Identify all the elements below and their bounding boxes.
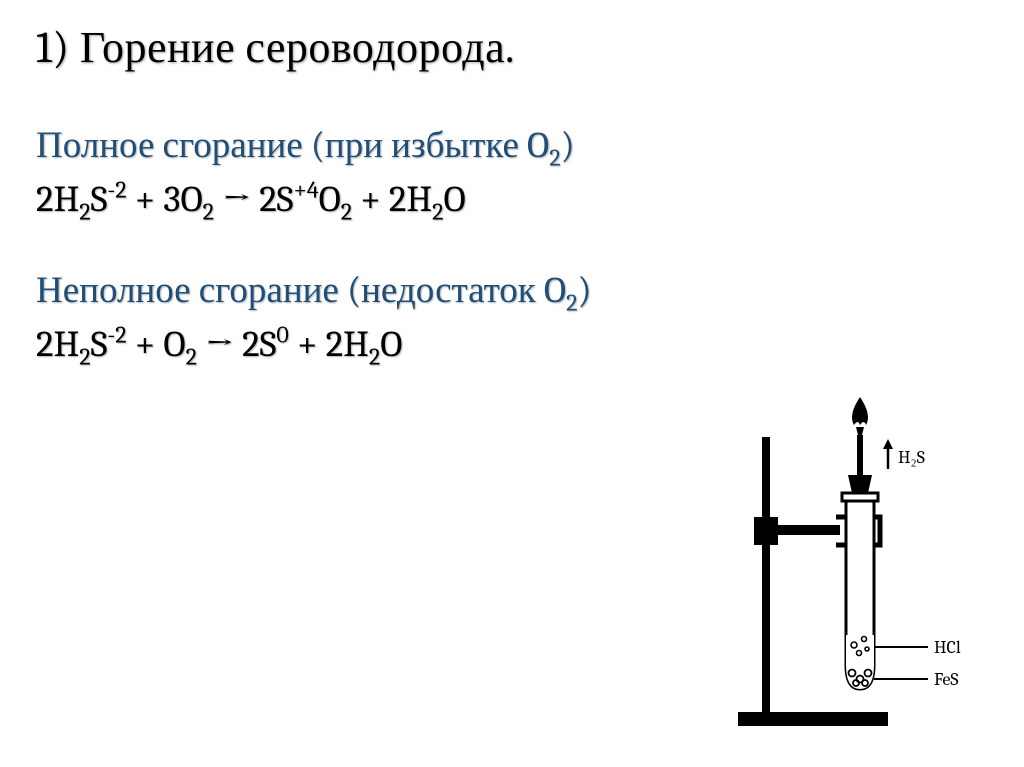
eq2-t3: O <box>380 324 402 366</box>
gas-label: H₂S <box>898 447 925 468</box>
hcl-label: HCl <box>934 637 961 658</box>
equation-1: 2H2S-2 + 3O2 → 2S+4O2 + 2H2O <box>36 174 592 228</box>
section1-post: ) <box>561 125 575 167</box>
slide: 1) Горение сероводорода. Полное сгорание… <box>0 0 1024 767</box>
section1-pre: Полное сгорание (при избытке <box>36 125 527 167</box>
eq2-sup1: -2 <box>107 322 126 350</box>
eq1-sup1: -2 <box>107 176 126 204</box>
eq1-t2: O <box>319 179 341 221</box>
section2-pre: Неполное сгорание (недостаток <box>36 270 544 312</box>
apparatus-diagram: H₂S HCl FeS <box>728 397 988 737</box>
eq1-arrow: → 2S <box>214 179 293 221</box>
eq1-sup2: +4 <box>293 176 318 204</box>
spacer <box>36 227 592 265</box>
eq2-s4: 2 <box>369 343 380 371</box>
eq1-s1: 2 <box>79 198 90 226</box>
eq2-plus1: + O <box>127 324 186 366</box>
nozzle <box>856 427 864 435</box>
equation-2: 2H2S-2 + O2 → 2S0 + 2H2O <box>36 319 592 373</box>
clamp-arm <box>770 525 840 535</box>
eq1-s2: 2 <box>203 198 214 226</box>
section2-sub: 2 <box>566 290 577 318</box>
stopper <box>848 475 872 493</box>
eq2-t1: S <box>91 324 108 366</box>
section1-sub: 2 <box>549 144 560 172</box>
stand-rod <box>762 437 770 717</box>
eq1-plus1: + 3O <box>127 179 203 221</box>
eq2-c1: 2H <box>36 324 79 366</box>
section1-o: O <box>527 125 549 167</box>
eq2-arrow: → 2S <box>197 324 276 366</box>
stand-base <box>738 712 888 726</box>
section1-heading: Полное сгорание (при избытке O2) <box>36 120 592 174</box>
section2-o: O <box>544 270 566 312</box>
slide-title: 1) Горение сероводорода. <box>36 22 515 73</box>
eq2-plus2: + 2H <box>289 324 369 366</box>
eq1-t1: S <box>91 179 108 221</box>
eq2-sup2: 0 <box>276 322 288 350</box>
eq1-c1: 2H <box>36 179 79 221</box>
section2-post: ) <box>577 270 591 312</box>
eq1-plus2: + 2H <box>352 179 432 221</box>
tube-mouth <box>842 493 878 501</box>
slide-body: Полное сгорание (при избытке O2) 2H2S-2 … <box>36 120 592 373</box>
liquid-region <box>846 635 874 689</box>
delivery-tube <box>857 435 863 477</box>
eq2-s1: 2 <box>79 343 90 371</box>
eq2-s2: 2 <box>186 343 197 371</box>
apparatus-svg: H₂S HCl FeS <box>728 397 988 737</box>
flame-icon <box>852 397 868 425</box>
fes-label: FeS <box>934 669 959 690</box>
section2-heading: Неполное сгорание (недостаток O2) <box>36 265 592 319</box>
eq1-s4: 2 <box>432 198 443 226</box>
eq1-s3: 2 <box>341 198 352 226</box>
eq1-t3: O <box>444 179 466 221</box>
gas-arrow-head <box>883 439 893 449</box>
